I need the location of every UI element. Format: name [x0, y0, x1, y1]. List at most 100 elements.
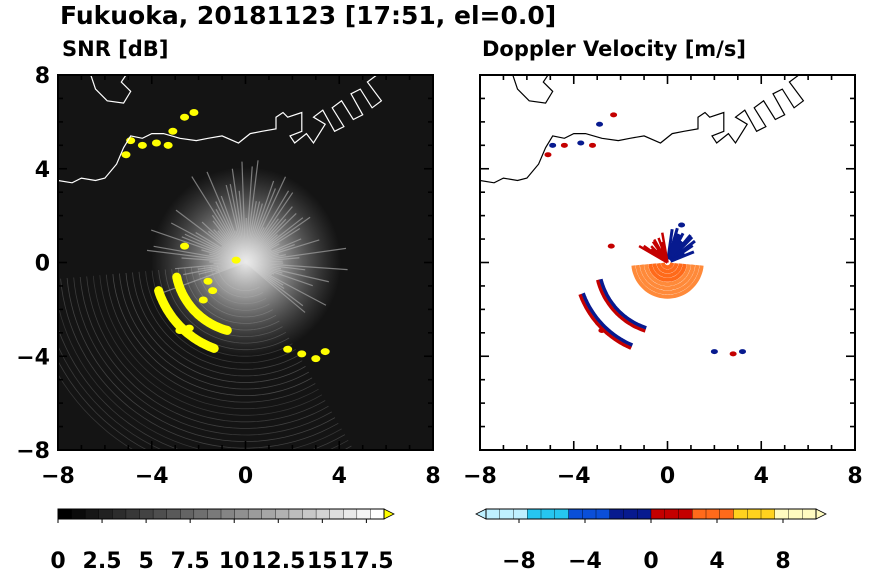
- doppler-x-tick-label: 0: [660, 464, 675, 489]
- snr-y-tick-label: 0: [35, 252, 50, 277]
- snr-colorbar-step: [343, 509, 357, 519]
- snr-colorbar-step: [207, 509, 221, 519]
- doppler-colorbar-step: [789, 509, 803, 519]
- doppler-x-tick-label: −8: [463, 464, 497, 489]
- doppler-colorbar-step: [486, 509, 500, 519]
- snr-colorbar-step: [275, 509, 289, 519]
- snr-colorbar-step: [303, 509, 317, 519]
- doppler-colorbar-step: [582, 509, 596, 519]
- doppler-colorbar-step: [734, 509, 748, 519]
- doppler-x-tick-label: −4: [557, 464, 591, 489]
- snr-y-tick-label: −8: [16, 439, 50, 464]
- snr-echo-patch: [204, 278, 213, 285]
- snr-colorbar-tick-label: 2.5: [83, 549, 122, 570]
- doppler-x-tick-label: 4: [754, 464, 769, 489]
- snr-colorbar-step: [316, 509, 330, 519]
- snr-colorbar-step: [72, 509, 86, 519]
- doppler-colorbar-tick-label: 8: [775, 549, 790, 570]
- snr-echo-patch: [311, 355, 320, 362]
- snr-x-tick-label: 4: [332, 464, 347, 489]
- doppler-echo-patch: [549, 143, 556, 148]
- snr-x-tick-label: −8: [41, 464, 75, 489]
- snr-echo-patch: [175, 327, 184, 334]
- snr-echo-patch: [297, 350, 306, 357]
- doppler-colorbar-step: [555, 509, 569, 519]
- snr-colorbar-step: [85, 509, 99, 519]
- doppler-colorbar-extend-max: [816, 509, 826, 519]
- doppler-colorbar-step: [514, 509, 528, 519]
- doppler-colorbar: −8 −4 0 4 8: [476, 509, 826, 570]
- snr-echo-patch: [180, 114, 189, 121]
- doppler-panel: [480, 75, 855, 450]
- snr-y-tick-label: 4: [35, 158, 50, 183]
- doppler-colorbar-extend-min: [476, 509, 486, 519]
- doppler-colorbar-step: [569, 509, 583, 519]
- snr-colorbar-tick-label: 15: [307, 549, 338, 570]
- snr-colorbar-step: [180, 509, 194, 519]
- doppler-colorbar-step: [527, 509, 541, 519]
- snr-colorbar-step: [99, 509, 113, 519]
- doppler-colorbar-step: [610, 509, 624, 519]
- doppler-colorbar-tick-label: 0: [643, 549, 658, 570]
- snr-colorbar-step: [58, 509, 72, 519]
- snr-colorbar-step: [330, 509, 344, 519]
- snr-panel-title: SNR [dB]: [62, 37, 168, 61]
- snr-colorbar-tick-label: 0: [50, 549, 65, 570]
- snr-echo-patch: [168, 128, 177, 135]
- doppler-colorbar-step: [624, 509, 638, 519]
- doppler-echo-patch: [739, 349, 746, 354]
- doppler-echo-patch: [544, 152, 551, 157]
- snr-colorbar-tick-label: 12.5: [251, 549, 305, 570]
- snr-echo-patch: [185, 325, 194, 332]
- doppler-echo-patch: [608, 244, 615, 249]
- doppler-echo-patch: [577, 140, 584, 145]
- snr-colorbar-step: [370, 509, 384, 519]
- snr-echo-patch: [164, 142, 173, 149]
- snr-colorbar-tick-label: 5: [138, 549, 153, 570]
- snr-colorbar-step: [140, 509, 154, 519]
- snr-echo-patch: [283, 346, 292, 353]
- doppler-panel-title: Doppler Velocity [m/s]: [482, 37, 746, 61]
- snr-x-tick-label: 0: [238, 464, 253, 489]
- snr-echo-patch: [199, 297, 208, 304]
- snr-echo-patch: [321, 348, 330, 355]
- snr-y-tick-label: −4: [16, 345, 50, 370]
- doppler-echo-patch: [596, 122, 603, 127]
- doppler-echo-patch: [610, 112, 617, 117]
- snr-echo-patch: [194, 311, 203, 318]
- snr-colorbar-tick-label: 17.5: [339, 549, 393, 570]
- snr-echo-patch: [208, 287, 217, 294]
- doppler-colorbar-step: [637, 509, 651, 519]
- snr-colorbar-extend-max: [384, 509, 394, 519]
- snr-colorbar-step: [262, 509, 276, 519]
- doppler-colorbar-step: [692, 509, 706, 519]
- doppler-colorbar-step: [747, 509, 761, 519]
- snr-colorbar-step: [357, 509, 371, 519]
- doppler-echo-patch: [730, 351, 737, 356]
- snr-echo-patch: [121, 151, 130, 158]
- snr-colorbar-tick-label: 7.5: [171, 549, 210, 570]
- doppler-colorbar-tick-label: 4: [709, 549, 724, 570]
- snr-echo-patch: [152, 139, 161, 146]
- snr-colorbar-step: [194, 509, 208, 519]
- doppler-colorbar-step: [541, 509, 555, 519]
- doppler-colorbar-step: [706, 509, 720, 519]
- doppler-echo-patch: [561, 143, 568, 148]
- snr-echo-patch: [180, 243, 189, 250]
- doppler-colorbar-tick-label: −8: [502, 549, 536, 570]
- snr-colorbar-step: [221, 509, 235, 519]
- doppler-colorbar-step: [665, 509, 679, 519]
- doppler-echo-patch: [678, 223, 685, 228]
- snr-panel: [28, 75, 433, 481]
- doppler-colorbar-step: [679, 509, 693, 519]
- snr-colorbar-step: [126, 509, 140, 519]
- snr-colorbar-step: [289, 509, 303, 519]
- snr-colorbar-step: [153, 509, 167, 519]
- snr-echo-patch: [138, 142, 147, 149]
- doppler-x-tick-label: 8: [847, 464, 862, 489]
- doppler-colorbar-step: [596, 509, 610, 519]
- snr-colorbar-step: [248, 509, 262, 519]
- doppler-colorbar-step: [761, 509, 775, 519]
- doppler-colorbar-step: [500, 509, 514, 519]
